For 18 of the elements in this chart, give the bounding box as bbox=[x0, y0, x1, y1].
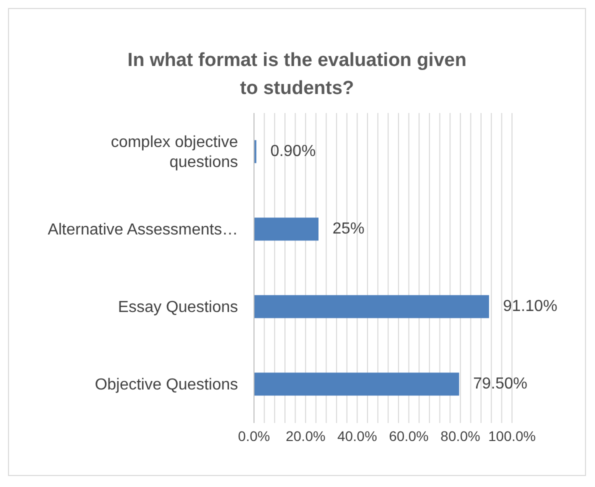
y-tick-label: complex objective questions bbox=[110, 133, 238, 170]
data-label: 91.10% bbox=[503, 298, 558, 316]
y-tick-label: Essay Questions bbox=[118, 298, 238, 316]
x-tick-label: 80.0% bbox=[440, 428, 480, 444]
bar bbox=[254, 218, 318, 241]
x-tick-label: 60.0% bbox=[388, 428, 429, 444]
y-tick-label: Alternative Assessments… bbox=[48, 220, 238, 238]
x-tick-label: 0.0% bbox=[238, 428, 270, 444]
data-label: 0.90% bbox=[270, 143, 316, 160]
data-label: 79.50% bbox=[473, 376, 528, 393]
bar bbox=[254, 295, 490, 318]
data-label: 25% bbox=[332, 220, 365, 238]
bar bbox=[254, 372, 460, 396]
chart-title: In what format is the evaluation given to students? bbox=[127, 49, 467, 101]
x-tick-label: 40.0% bbox=[337, 428, 378, 444]
x-tick-label: 100.0% bbox=[488, 428, 536, 444]
y-tick-label: Objective Questions bbox=[94, 376, 238, 393]
x-tick-label: 20.0% bbox=[286, 428, 326, 444]
